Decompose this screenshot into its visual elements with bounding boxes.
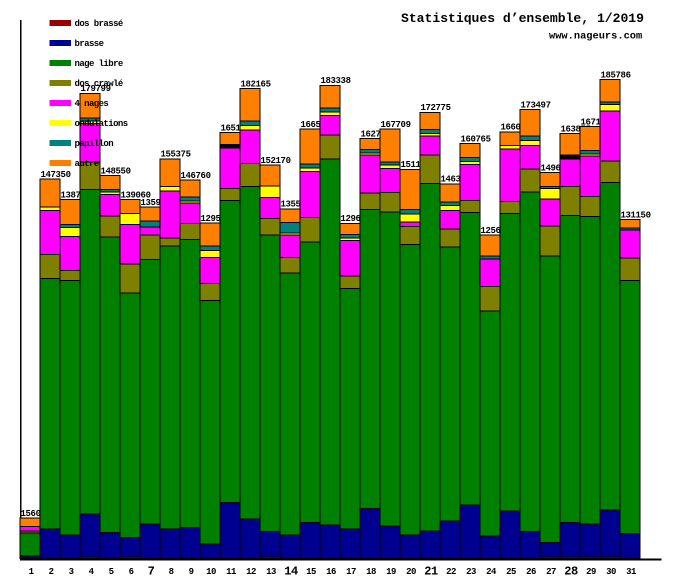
svg-text:185786: 185786 <box>601 71 631 81</box>
svg-text:149655: 149655 <box>541 164 571 174</box>
svg-text:2: 2 <box>49 567 54 577</box>
svg-text:6: 6 <box>129 567 134 577</box>
svg-text:www.nageurs.com: www.nageurs.com <box>549 31 642 43</box>
svg-text:Statistiques d’ensemble, 1/201: Statistiques d’ensemble, 1/2019 <box>401 11 644 26</box>
svg-text:14: 14 <box>284 565 298 579</box>
svg-text:135955: 135955 <box>141 198 171 208</box>
svg-text:129540: 129540 <box>201 214 231 224</box>
svg-text:nage libre: nage libre <box>75 59 123 69</box>
svg-text:4 nages: 4 nages <box>75 99 109 109</box>
svg-text:4: 4 <box>89 567 95 577</box>
svg-text:162755: 162755 <box>361 129 391 139</box>
svg-text:166045: 166045 <box>501 123 531 133</box>
svg-text:182165: 182165 <box>241 79 271 89</box>
svg-text:dos crawlé: dos crawlé <box>75 79 123 89</box>
svg-text:24: 24 <box>486 567 497 577</box>
svg-text:146760: 146760 <box>181 171 211 181</box>
svg-text:147350: 147350 <box>41 170 71 180</box>
svg-text:19: 19 <box>386 567 396 577</box>
svg-text:160765: 160765 <box>461 134 491 144</box>
svg-text:dos brassé: dos brassé <box>75 19 123 29</box>
svg-text:10: 10 <box>206 567 216 577</box>
svg-text:30: 30 <box>606 567 616 577</box>
svg-text:152170: 152170 <box>261 156 291 166</box>
svg-text:167155: 167155 <box>581 117 611 127</box>
svg-text:138745: 138745 <box>61 190 91 200</box>
svg-text:3: 3 <box>69 567 74 577</box>
svg-text:7: 7 <box>148 565 155 579</box>
svg-text:165180: 165180 <box>221 123 251 133</box>
svg-text:13: 13 <box>266 567 276 577</box>
svg-text:18: 18 <box>366 567 376 577</box>
svg-text:11: 11 <box>226 567 237 577</box>
svg-text:8: 8 <box>169 567 174 577</box>
svg-text:129655: 129655 <box>341 214 371 224</box>
svg-text:12: 12 <box>246 567 256 577</box>
svg-text:146380: 146380 <box>441 175 471 185</box>
svg-text:1: 1 <box>29 567 35 577</box>
svg-text:15: 15 <box>306 567 316 577</box>
svg-text:23: 23 <box>466 567 476 577</box>
svg-text:139060: 139060 <box>121 190 151 200</box>
svg-text:31: 31 <box>626 567 637 577</box>
svg-text:5: 5 <box>109 567 114 577</box>
svg-text:brasse: brasse <box>75 39 104 49</box>
svg-text:25: 25 <box>506 567 516 577</box>
svg-text:125630: 125630 <box>481 226 511 236</box>
svg-text:163855: 163855 <box>561 124 591 134</box>
svg-text:20: 20 <box>406 567 416 577</box>
svg-text:1560: 1560 <box>21 509 41 519</box>
svg-text:148550: 148550 <box>101 166 131 176</box>
svg-text:27: 27 <box>546 567 556 577</box>
svg-text:155375: 155375 <box>161 150 191 160</box>
svg-text:29: 29 <box>586 567 596 577</box>
svg-text:151145: 151145 <box>401 160 431 170</box>
svg-text:135560: 135560 <box>281 200 311 210</box>
svg-text:179799: 179799 <box>81 84 111 94</box>
svg-text:16: 16 <box>326 567 336 577</box>
svg-text:172775: 172775 <box>421 103 451 113</box>
svg-text:22: 22 <box>446 567 456 577</box>
svg-text:autre: autre <box>75 159 99 169</box>
svg-text:28: 28 <box>564 565 578 579</box>
svg-text:9: 9 <box>189 567 194 577</box>
svg-text:173497: 173497 <box>521 100 551 110</box>
svg-text:21: 21 <box>424 565 438 579</box>
svg-text:166545: 166545 <box>301 120 331 130</box>
svg-text:26: 26 <box>526 567 536 577</box>
svg-text:papillon: papillon <box>75 139 114 149</box>
svg-text:17: 17 <box>346 567 356 577</box>
svg-text:167709: 167709 <box>381 120 411 130</box>
svg-text:131150: 131150 <box>621 210 651 220</box>
svg-text:183338: 183338 <box>321 76 351 86</box>
svg-text:ondulations: ondulations <box>75 119 128 129</box>
